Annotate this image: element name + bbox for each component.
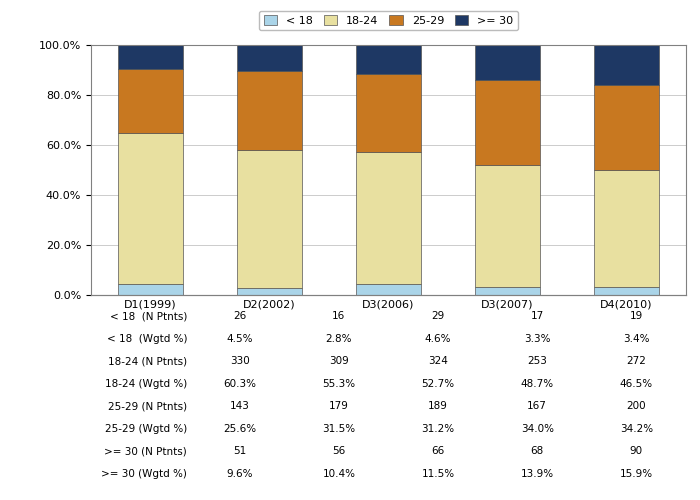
Bar — [356, 45, 421, 74]
Text: 200: 200 — [626, 401, 646, 411]
Text: 272: 272 — [626, 356, 646, 366]
Bar — [594, 84, 659, 170]
Text: 11.5%: 11.5% — [421, 469, 454, 479]
Text: 25-29 (N Ptnts): 25-29 (N Ptnts) — [108, 401, 187, 411]
Bar — [356, 284, 421, 295]
Text: 179: 179 — [329, 401, 349, 411]
Text: 34.2%: 34.2% — [620, 424, 653, 434]
Text: 2.8%: 2.8% — [326, 334, 352, 344]
Bar — [594, 170, 659, 286]
Bar — [118, 45, 183, 69]
Text: 31.5%: 31.5% — [323, 424, 356, 434]
Text: 16: 16 — [332, 311, 346, 322]
Text: 189: 189 — [428, 401, 448, 411]
Text: 253: 253 — [527, 356, 547, 366]
Text: 25-29 (Wgtd %): 25-29 (Wgtd %) — [105, 424, 187, 434]
Text: 52.7%: 52.7% — [421, 379, 454, 389]
Text: 13.9%: 13.9% — [521, 469, 554, 479]
Text: 15.9%: 15.9% — [620, 469, 653, 479]
Bar — [594, 45, 659, 84]
Text: 31.2%: 31.2% — [421, 424, 454, 434]
Text: 25.6%: 25.6% — [223, 424, 256, 434]
Legend: < 18, 18-24, 25-29, >= 30: < 18, 18-24, 25-29, >= 30 — [259, 10, 518, 30]
Text: 18-24 (N Ptnts): 18-24 (N Ptnts) — [108, 356, 187, 366]
Text: 143: 143 — [230, 401, 250, 411]
Text: 19: 19 — [630, 311, 643, 322]
Text: >= 30 (N Ptnts): >= 30 (N Ptnts) — [104, 446, 187, 456]
Bar — [118, 133, 183, 284]
Text: 330: 330 — [230, 356, 250, 366]
Bar — [475, 165, 540, 286]
Text: 90: 90 — [630, 446, 643, 456]
Text: 48.7%: 48.7% — [521, 379, 554, 389]
Bar — [237, 150, 302, 288]
Text: 18-24 (Wgtd %): 18-24 (Wgtd %) — [105, 379, 187, 389]
Text: 167: 167 — [527, 401, 547, 411]
Bar — [475, 286, 540, 295]
Bar — [594, 286, 659, 295]
Text: 10.4%: 10.4% — [323, 469, 356, 479]
Bar — [118, 69, 183, 133]
Text: 17: 17 — [531, 311, 544, 322]
Text: < 18  (Wgtd %): < 18 (Wgtd %) — [106, 334, 187, 344]
Text: 9.6%: 9.6% — [227, 469, 253, 479]
Bar — [237, 71, 302, 150]
Bar — [475, 80, 540, 165]
Text: 3.3%: 3.3% — [524, 334, 550, 344]
Text: 34.0%: 34.0% — [521, 424, 554, 434]
Text: 29: 29 — [431, 311, 444, 322]
Bar — [237, 288, 302, 295]
Text: 60.3%: 60.3% — [223, 379, 256, 389]
Text: 46.5%: 46.5% — [620, 379, 653, 389]
Bar — [356, 152, 421, 284]
Text: 4.6%: 4.6% — [425, 334, 452, 344]
Text: 68: 68 — [531, 446, 544, 456]
Text: 3.4%: 3.4% — [623, 334, 650, 344]
Text: 55.3%: 55.3% — [323, 379, 356, 389]
Text: >= 30 (Wgtd %): >= 30 (Wgtd %) — [102, 469, 187, 479]
Bar — [118, 284, 183, 295]
Bar — [475, 46, 540, 80]
Text: 4.5%: 4.5% — [227, 334, 253, 344]
Text: 324: 324 — [428, 356, 448, 366]
Text: 51: 51 — [233, 446, 246, 456]
Text: < 18  (N Ptnts): < 18 (N Ptnts) — [110, 311, 187, 322]
Text: 66: 66 — [431, 446, 444, 456]
Text: 56: 56 — [332, 446, 346, 456]
Text: 309: 309 — [329, 356, 349, 366]
Bar — [237, 45, 302, 71]
Text: 26: 26 — [233, 311, 246, 322]
Bar — [356, 74, 421, 152]
